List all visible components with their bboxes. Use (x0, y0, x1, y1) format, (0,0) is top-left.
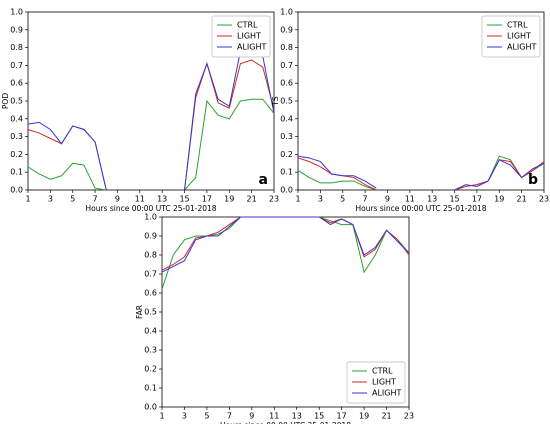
y-tick-label: 1.0 (280, 8, 293, 17)
y-tick-label: 0.3 (144, 346, 157, 355)
y-tick-label: 0.2 (144, 365, 157, 374)
x-tick-label: 11 (269, 412, 279, 421)
y-tick-label: 0.0 (280, 186, 293, 195)
x-tick-label: 19 (494, 195, 504, 204)
x-tick-label: 19 (224, 195, 234, 204)
series-line (161, 216, 410, 290)
legend-label: LIGHT (372, 378, 396, 387)
y-tick-label: 0.8 (144, 251, 157, 260)
panel-label: b (528, 172, 538, 188)
y-tick-label: 0.2 (280, 150, 293, 159)
series-line (27, 50, 275, 191)
series-line (297, 157, 545, 191)
y-tick-label: 0.4 (10, 114, 23, 123)
x-tick-label: 1 (25, 195, 30, 204)
y-tick-label: 0.9 (280, 25, 293, 34)
legend-label: ALIGHT (372, 389, 402, 398)
x-tick-label: 9 (115, 195, 120, 204)
y-axis-title: TS (271, 96, 280, 107)
x-tick-label: 5 (204, 412, 209, 421)
y-tick-label: 1.0 (10, 8, 23, 17)
y-tick-label: 0.4 (144, 327, 157, 336)
x-tick-label: 7 (227, 412, 232, 421)
x-tick-label: 21 (381, 412, 391, 421)
x-tick-label: 21 (517, 195, 527, 204)
y-tick-label: 0.8 (280, 43, 293, 52)
legend-label: LIGHT (507, 32, 531, 41)
y-axis-title: POD (1, 93, 10, 109)
x-tick-label: 13 (292, 412, 302, 421)
x-tick-label: 5 (340, 195, 345, 204)
x-tick-label: 3 (48, 195, 53, 204)
y-tick-label: 0.6 (144, 289, 157, 298)
x-tick-label: 13 (157, 195, 167, 204)
y-tick-label: 0.7 (10, 61, 23, 70)
x-tick-label: 23 (269, 195, 279, 204)
x-tick-label: 13 (427, 195, 437, 204)
x-tick-label: 23 (404, 412, 414, 421)
x-tick-label: 9 (385, 195, 390, 204)
legend-label: ALIGHT (237, 43, 267, 52)
x-tick-label: 1 (295, 195, 300, 204)
x-tick-label: 23 (539, 195, 549, 204)
x-tick-label: 17 (337, 412, 347, 421)
panel-label: a (259, 172, 268, 188)
legend-label: CTRL (237, 21, 258, 30)
y-axis-title: FAR (135, 305, 144, 319)
series-line (161, 216, 410, 273)
y-tick-label: 0.5 (10, 97, 23, 106)
series-line (297, 155, 545, 191)
y-tick-label: 1.0 (144, 213, 157, 222)
x-axis-title: Hours since 00:00 UTC 25-01-2018 (85, 204, 216, 213)
y-tick-label: 0.1 (144, 384, 157, 393)
y-tick-label: 0.1 (10, 168, 23, 177)
x-tick-label: 15 (449, 195, 459, 204)
y-tick-label: 0.6 (280, 79, 293, 88)
x-tick-label: 3 (318, 195, 323, 204)
y-tick-label: 0.3 (10, 132, 23, 141)
y-tick-label: 0.7 (280, 61, 293, 70)
y-tick-label: 0.4 (280, 114, 293, 123)
series-line (27, 98, 275, 191)
x-tick-label: 15 (179, 195, 189, 204)
x-tick-label: 3 (182, 412, 187, 421)
series-line (27, 59, 275, 191)
x-tick-label: 7 (93, 195, 98, 204)
x-axis-title: Hours since 00:00 UTC 25-01-2018 (355, 204, 486, 213)
x-tick-label: 1 (159, 412, 164, 421)
x-tick-label: 21 (247, 195, 257, 204)
y-tick-label: 0.6 (10, 79, 23, 88)
y-tick-label: 0.3 (280, 132, 293, 141)
legend-label: CTRL (507, 21, 528, 30)
x-tick-label: 5 (70, 195, 75, 204)
x-tick-label: 9 (249, 412, 254, 421)
x-tick-label: 11 (405, 195, 415, 204)
y-tick-label: 0.0 (10, 186, 23, 195)
y-tick-label: 0.1 (280, 168, 293, 177)
y-tick-label: 0.5 (280, 97, 293, 106)
y-tick-label: 0.0 (144, 403, 157, 412)
y-tick-label: 0.5 (144, 308, 157, 317)
y-tick-label: 0.2 (10, 150, 23, 159)
x-tick-label: 19 (359, 412, 369, 421)
y-tick-label: 0.8 (10, 43, 23, 52)
x-tick-label: 11 (135, 195, 145, 204)
legend-label: ALIGHT (507, 43, 537, 52)
legend-label: CTRL (372, 367, 393, 376)
y-tick-label: 0.7 (144, 270, 157, 279)
x-tick-label: 7 (363, 195, 368, 204)
x-tick-label: 15 (314, 412, 324, 421)
series-line (161, 216, 410, 271)
x-axis-title: Hours since 00:00 UTC 25-01-2018 (220, 421, 351, 424)
legend-label: LIGHT (237, 32, 261, 41)
x-tick-label: 17 (202, 195, 212, 204)
x-tick-label: 17 (472, 195, 482, 204)
y-tick-label: 0.9 (10, 25, 23, 34)
y-tick-label: 0.9 (144, 232, 157, 241)
